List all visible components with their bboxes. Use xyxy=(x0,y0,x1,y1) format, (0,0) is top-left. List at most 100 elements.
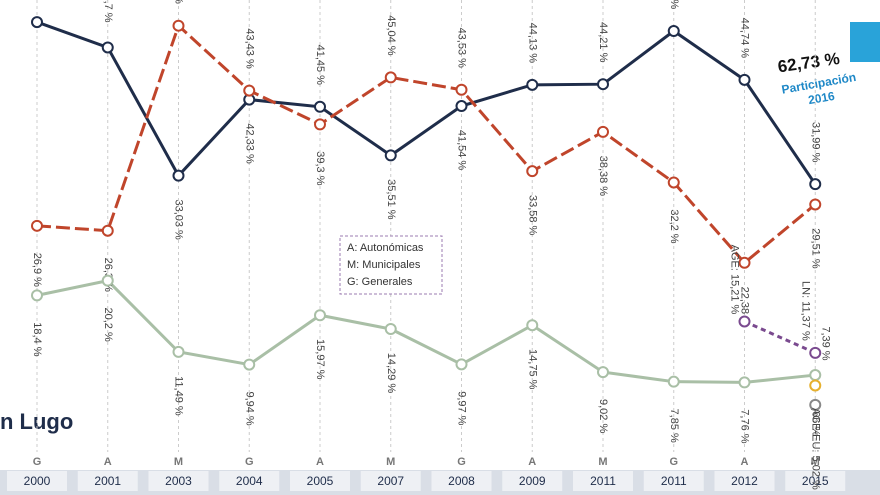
x-tick-label: 2001 xyxy=(94,474,121,488)
point xyxy=(667,375,680,388)
point xyxy=(738,73,751,86)
point xyxy=(455,358,468,371)
point xyxy=(526,78,539,91)
value-label: 7,39 % xyxy=(819,326,831,360)
value-label: 38,38 % xyxy=(597,156,609,197)
election-type: M xyxy=(598,456,607,468)
year-box xyxy=(77,471,138,491)
year-box xyxy=(431,471,492,491)
value-label: 41,54 % xyxy=(456,130,468,171)
legend-box xyxy=(339,235,443,295)
year-box xyxy=(714,471,775,491)
year-box xyxy=(643,471,704,491)
value-label: ACE-EU: 5,02 % xyxy=(809,408,821,490)
legend-entry: G: Generales xyxy=(347,276,413,288)
legend-entry: A: Autonómicas xyxy=(347,242,424,254)
value-label: 43,53 % xyxy=(456,28,468,69)
election-type: A xyxy=(741,456,749,468)
point xyxy=(101,224,114,237)
point xyxy=(243,358,256,371)
point xyxy=(384,322,397,335)
x-tick-label: 2011 xyxy=(661,474,687,488)
year-box xyxy=(360,471,421,491)
value-label: 11,49 % xyxy=(173,376,185,416)
value-label: 9,97 % xyxy=(456,391,468,425)
point xyxy=(738,256,751,269)
value-label: 18,4 % xyxy=(31,322,43,356)
turnout-value: 62,73 % xyxy=(777,49,841,76)
value-label: 7,76 % xyxy=(739,409,751,443)
value-label: 43,43 % xyxy=(243,28,255,69)
point xyxy=(526,319,539,332)
election-type: A xyxy=(316,456,324,468)
point xyxy=(172,19,185,32)
value-label: AGE: 15,21 % xyxy=(729,245,741,315)
series-line xyxy=(36,23,817,265)
x-tick-label: 2015 xyxy=(802,474,829,488)
year-box xyxy=(290,471,350,491)
point xyxy=(384,149,397,162)
value-label: 33,58 % xyxy=(526,195,538,236)
value-label: 7,85 % xyxy=(668,409,680,443)
election-type: G xyxy=(245,456,254,468)
x-tick-label: 2009 xyxy=(519,474,546,488)
x-tick-label: 2007 xyxy=(377,474,404,488)
value-label: 51,36 % xyxy=(173,0,185,4)
value-label: 39,3 % xyxy=(314,151,326,185)
point xyxy=(809,398,822,411)
value-label: 48,7 % xyxy=(102,0,114,23)
value-label: 20,2 % xyxy=(102,308,114,342)
point xyxy=(738,376,751,389)
value-label: 14,29 % xyxy=(385,353,397,394)
point xyxy=(455,100,468,113)
point xyxy=(809,369,822,382)
value-label: 45,04 % xyxy=(385,15,397,56)
point xyxy=(101,274,114,287)
year-box xyxy=(148,471,209,491)
election-type: G xyxy=(33,456,42,468)
value-label: 44,21 % xyxy=(597,22,609,63)
value-label: 31,99 % xyxy=(809,122,821,163)
election-type: G xyxy=(457,456,466,468)
point xyxy=(597,78,609,91)
x-tick-label: 2004 xyxy=(236,474,263,488)
x-tick-label: 2011 xyxy=(590,474,616,488)
turnout-marker xyxy=(850,22,880,62)
x-tick-label: 2000 xyxy=(24,474,51,488)
value-label: 35,51 % xyxy=(385,179,397,220)
value-label: 26,9 % xyxy=(31,253,43,287)
point xyxy=(809,198,822,211)
value-label: 14,75 % xyxy=(526,349,538,390)
point xyxy=(31,289,43,302)
point xyxy=(314,100,326,113)
point xyxy=(31,219,43,232)
point xyxy=(101,41,114,54)
point xyxy=(526,165,539,178)
point xyxy=(667,176,680,189)
point xyxy=(314,118,326,131)
point xyxy=(809,178,822,191)
series-line xyxy=(743,320,816,355)
x-tick-label: 2005 xyxy=(307,474,334,488)
point xyxy=(243,84,256,97)
x-tick-label: 2012 xyxy=(731,474,758,488)
point xyxy=(597,125,609,138)
value-label: 33,03 % xyxy=(173,199,185,240)
value-label: 50,71 % xyxy=(668,0,680,9)
point xyxy=(738,315,751,328)
election-type: M xyxy=(174,456,183,468)
election-type: M xyxy=(811,456,820,468)
legend-entry: M: Municipales xyxy=(347,259,421,271)
election-type: A xyxy=(104,456,112,468)
series-line xyxy=(36,20,817,186)
value-label: 44,74 % xyxy=(739,18,751,59)
value-label: 32,2 % xyxy=(668,209,680,243)
point xyxy=(455,83,468,96)
year-box xyxy=(573,471,633,491)
election-type: M xyxy=(386,456,395,468)
value-label: 9,94 % xyxy=(243,391,255,425)
point xyxy=(809,346,822,359)
turnout-label-line: 2016 xyxy=(807,89,836,107)
point xyxy=(597,366,609,379)
